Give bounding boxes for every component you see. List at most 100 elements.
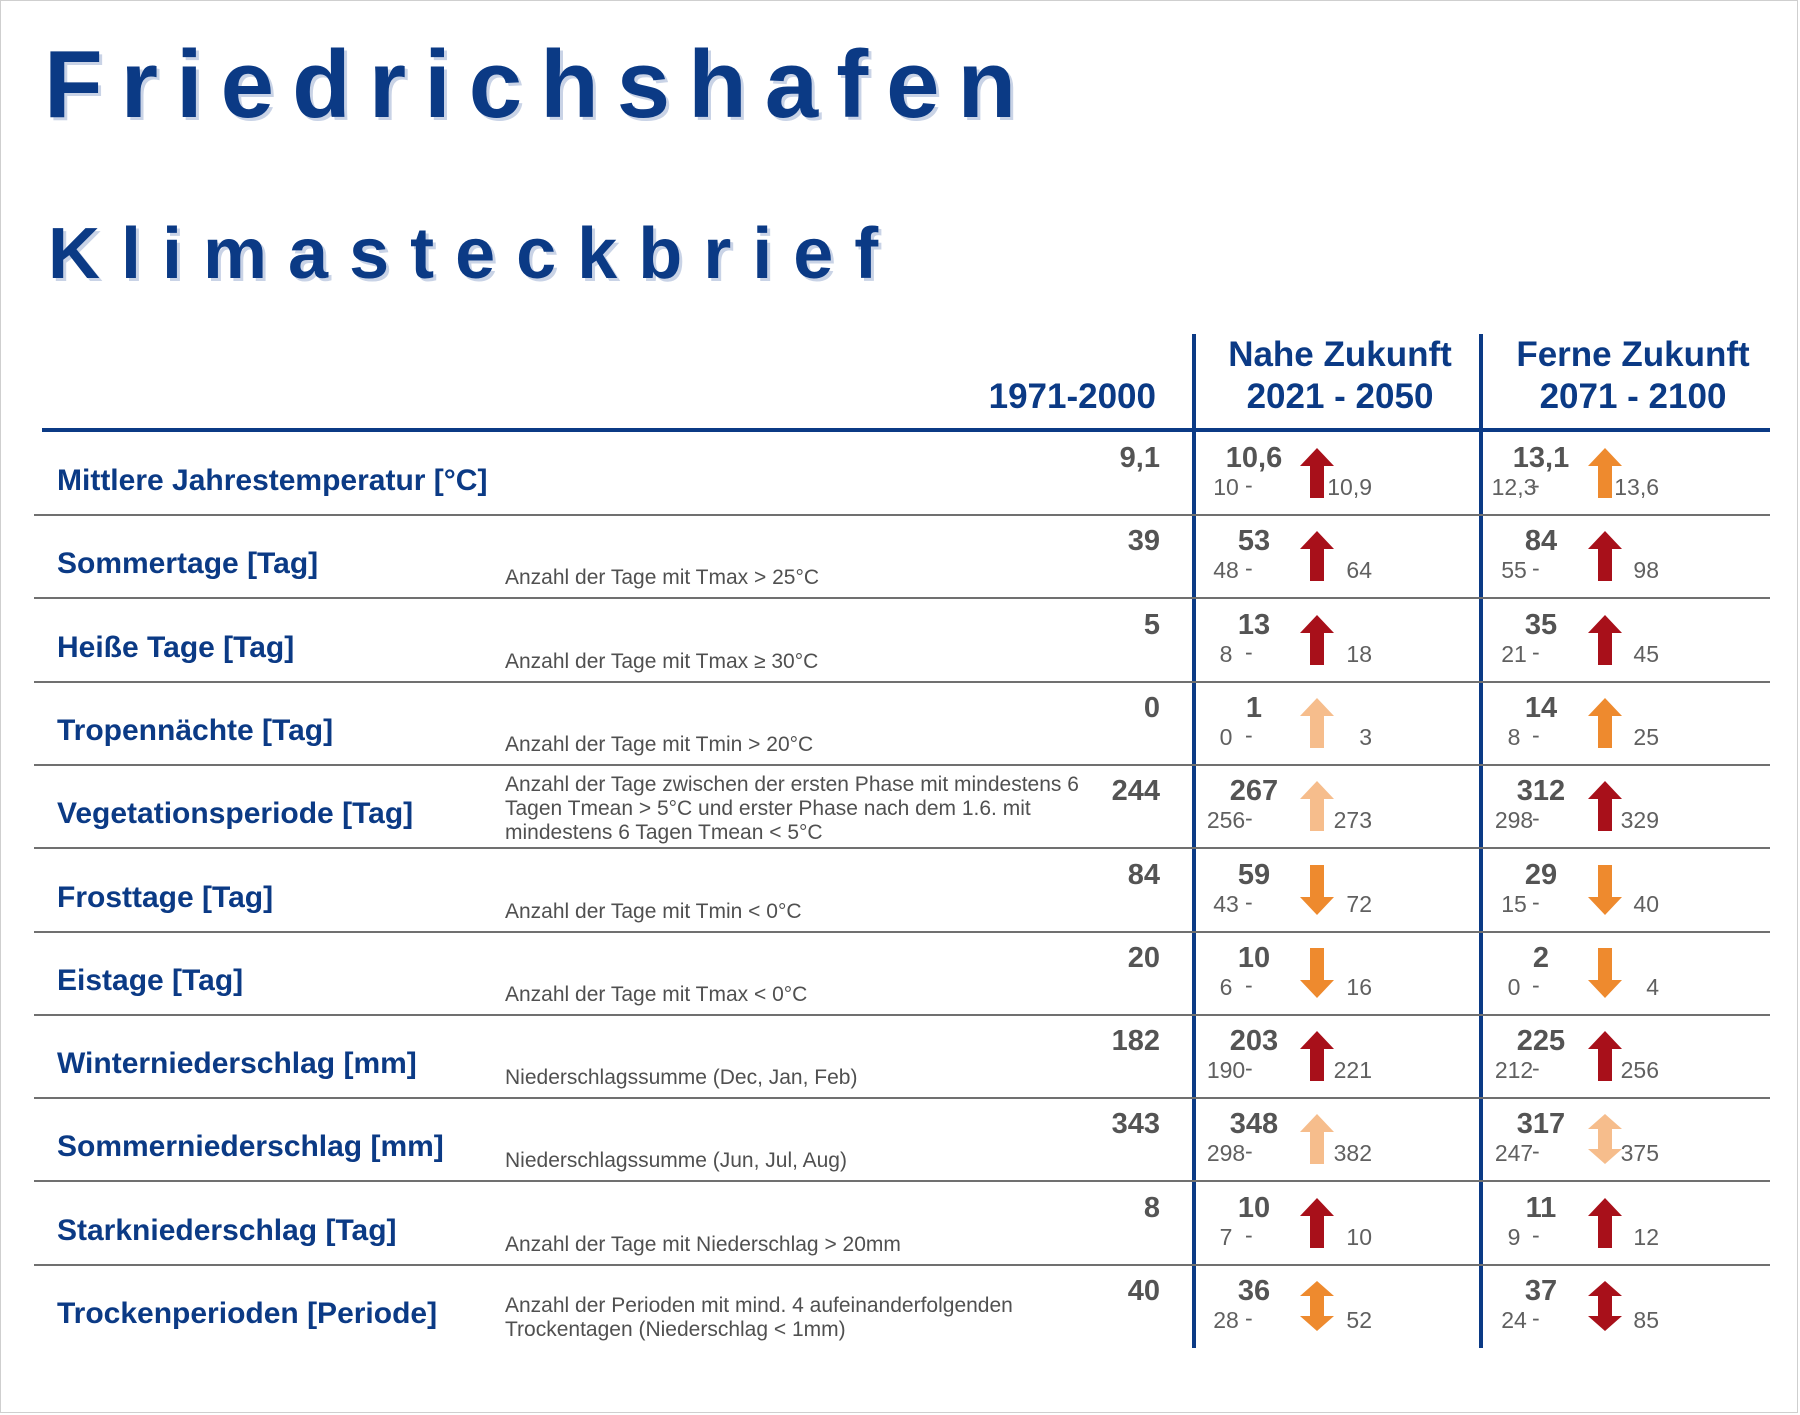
indicator-description: Anzahl der Tage zwischen der ersten Phas…	[505, 773, 1079, 844]
indicator-description: Anzahl der Tage mit Tmax > 25°C	[505, 566, 820, 589]
indicator-description: Anzahl der Tage mit Niederschlag > 20mm	[505, 1233, 901, 1256]
far-arrow-up-icon	[1588, 531, 1622, 581]
near-range-dash: -	[1245, 639, 1253, 665]
indicator-label: Vegetationsperiode [Tag]	[57, 797, 414, 830]
table-row: Winterniederschlag [mm] Niederschlagssumm…	[0, 1015, 1800, 1099]
table-row: Sommertage [Tag] Anzahl der Tage mit Tmax…	[0, 515, 1800, 599]
far-range-high: 256	[1620, 1057, 1659, 1083]
near-range-dash: -	[1245, 722, 1253, 748]
near-mean-value: 10	[1237, 942, 1271, 974]
far-range-low: 212	[1494, 1057, 1534, 1083]
row-separator	[34, 681, 1770, 683]
far-arrow-updown-icon	[1588, 1114, 1622, 1164]
baseline-value: 343	[1111, 1108, 1160, 1140]
far-mean-value: 35	[1524, 609, 1558, 641]
table-row: Frosttage [Tag] Anzahl der Tage mit Tmin …	[0, 849, 1800, 933]
near-range-high: 10,9	[1327, 474, 1372, 500]
near-range-low: 256	[1206, 807, 1246, 833]
far-arrow-up-icon	[1588, 448, 1622, 498]
near-range-low: 6	[1219, 974, 1233, 1000]
far-range-dash: -	[1532, 1138, 1540, 1164]
near-future-period: 2021 - 2050	[1246, 377, 1434, 416]
near-range-high: 64	[1346, 557, 1372, 583]
near-range-high: 16	[1346, 974, 1372, 1000]
near-mean-value: 267	[1229, 775, 1279, 807]
far-arrow-up-icon	[1588, 615, 1622, 665]
far-range-low: 298	[1494, 807, 1534, 833]
near-range-low: 298	[1206, 1140, 1246, 1166]
row-separator	[34, 597, 1770, 599]
near-arrow-up-icon	[1300, 781, 1334, 831]
indicator-label: Heiße Tage [Tag]	[57, 631, 295, 664]
far-range-dash: -	[1532, 1222, 1540, 1248]
near-range-low: 48	[1213, 557, 1239, 583]
near-range-low: 0	[1219, 724, 1233, 750]
table-row: Vegetationsperiode [Tag] Anzahl der Tage …	[0, 765, 1800, 849]
far-arrow-up-icon	[1588, 1031, 1622, 1081]
indicator-label: Sommerniederschlag [mm]	[57, 1130, 444, 1163]
near-arrow-up-icon	[1300, 615, 1334, 665]
far-range-low: 0	[1507, 974, 1521, 1000]
far-mean-value: 13,1	[1512, 442, 1570, 474]
indicator-label: Sommertage [Tag]	[57, 547, 319, 580]
far-range-dash: -	[1532, 972, 1540, 998]
far-range-low: 55	[1501, 557, 1527, 583]
near-arrow-up-icon	[1300, 448, 1334, 498]
far-range-dash: -	[1532, 805, 1540, 831]
near-mean-value: 10	[1237, 1192, 1271, 1224]
far-future-period: 2071 - 2100	[1539, 377, 1727, 416]
table-row: Starkniederschlag [Tag] Anzahl der Tage m…	[0, 1182, 1800, 1266]
near-mean-value: 13	[1237, 609, 1271, 641]
near-range-high: 273	[1333, 807, 1372, 833]
near-range-dash: -	[1245, 1055, 1253, 1081]
indicator-description: Anzahl der Tage mit Tmax ≥ 30°C	[505, 650, 819, 673]
indicator-label: Trockenperioden [Periode]	[57, 1297, 438, 1330]
indicator-label: Mittlere Jahrestemperatur [°C]	[57, 464, 488, 497]
far-range-low: 9	[1507, 1224, 1521, 1250]
far-range-high: 85	[1633, 1307, 1659, 1333]
near-arrow-up-icon	[1300, 1198, 1334, 1248]
near-range-low: 190	[1206, 1057, 1246, 1083]
indicator-description: Niederschlagssumme (Dec, Jan, Feb)	[505, 1066, 858, 1089]
far-range-dash: -	[1532, 639, 1540, 665]
column-divider-far	[1479, 334, 1483, 1348]
far-range-dash: -	[1532, 555, 1540, 581]
near-range-dash: -	[1245, 1222, 1253, 1248]
row-separator	[34, 1180, 1770, 1182]
baseline-value: 244	[1111, 775, 1160, 807]
far-range-high: 12	[1633, 1224, 1659, 1250]
far-mean-value: 14	[1524, 692, 1558, 724]
far-range-high: 40	[1633, 891, 1659, 917]
table-row: Tropennächte [Tag] Anzahl der Tage mit Tm…	[0, 682, 1800, 766]
near-arrow-down-icon	[1300, 948, 1334, 998]
near-arrow-up-icon	[1300, 1031, 1334, 1081]
row-separator	[34, 1097, 1770, 1099]
row-separator	[34, 514, 1770, 516]
far-range-high: 375	[1620, 1140, 1659, 1166]
far-mean-value: 2	[1532, 942, 1550, 974]
near-arrow-up-icon	[1300, 698, 1334, 748]
far-future-label: Ferne Zukunft	[1516, 335, 1750, 374]
far-arrow-down-icon	[1588, 865, 1622, 915]
near-range-low: 8	[1219, 641, 1233, 667]
far-mean-value: 37	[1524, 1275, 1558, 1307]
table-row: Eistage [Tag] Anzahl der Tage mit Tmax < …	[0, 932, 1800, 1016]
near-future-label: Nahe Zukunft	[1228, 335, 1452, 374]
indicator-label: Winterniederschlag [mm]	[57, 1047, 417, 1080]
near-range-high: 52	[1346, 1307, 1372, 1333]
near-range-high: 18	[1346, 641, 1372, 667]
near-range-dash: -	[1245, 1305, 1253, 1331]
header-divider	[42, 428, 1770, 432]
indicator-description: Anzahl der Tage mit Tmax < 0°C	[505, 983, 808, 1006]
baseline-value: 40	[1127, 1275, 1160, 1307]
near-range-low: 28	[1213, 1307, 1239, 1333]
far-range-high: 4	[1646, 974, 1659, 1000]
baseline-value: 0	[1143, 692, 1160, 724]
far-range-low: 21	[1501, 641, 1527, 667]
far-mean-value: 312	[1516, 775, 1566, 807]
far-mean-value: 29	[1524, 859, 1558, 891]
table-row: Heiße Tage [Tag] Anzahl der Tage mit Tmax…	[0, 599, 1800, 683]
far-range-high: 98	[1633, 557, 1659, 583]
far-range-dash: -	[1532, 889, 1540, 915]
